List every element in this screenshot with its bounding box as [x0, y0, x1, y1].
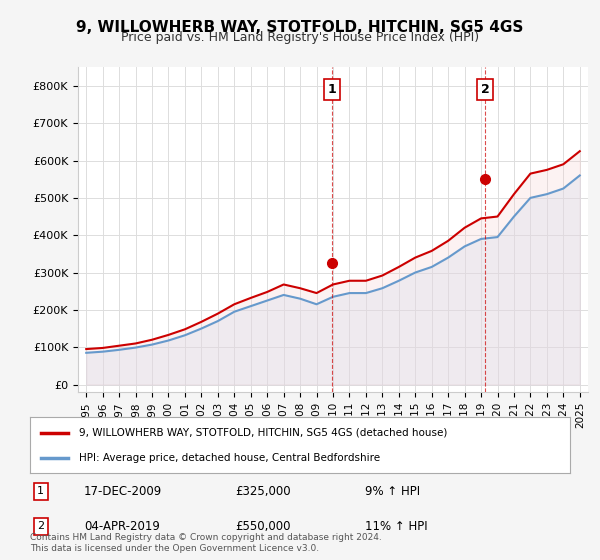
Text: £550,000: £550,000: [235, 520, 290, 533]
Text: 9, WILLOWHERB WAY, STOTFOLD, HITCHIN, SG5 4GS: 9, WILLOWHERB WAY, STOTFOLD, HITCHIN, SG…: [76, 20, 524, 35]
Text: 11% ↑ HPI: 11% ↑ HPI: [365, 520, 427, 533]
Text: Price paid vs. HM Land Registry's House Price Index (HPI): Price paid vs. HM Land Registry's House …: [121, 31, 479, 44]
Text: HPI: Average price, detached house, Central Bedfordshire: HPI: Average price, detached house, Cent…: [79, 452, 380, 463]
Text: £325,000: £325,000: [235, 485, 291, 498]
Text: 17-DEC-2009: 17-DEC-2009: [84, 485, 162, 498]
Text: 2: 2: [37, 521, 44, 531]
Text: 1: 1: [37, 487, 44, 496]
Text: 04-APR-2019: 04-APR-2019: [84, 520, 160, 533]
Text: Contains HM Land Registry data © Crown copyright and database right 2024.
This d: Contains HM Land Registry data © Crown c…: [30, 533, 382, 553]
Text: 9% ↑ HPI: 9% ↑ HPI: [365, 485, 420, 498]
Text: 1: 1: [328, 83, 337, 96]
Text: 9, WILLOWHERB WAY, STOTFOLD, HITCHIN, SG5 4GS (detached house): 9, WILLOWHERB WAY, STOTFOLD, HITCHIN, SG…: [79, 428, 447, 438]
Text: 2: 2: [481, 83, 490, 96]
